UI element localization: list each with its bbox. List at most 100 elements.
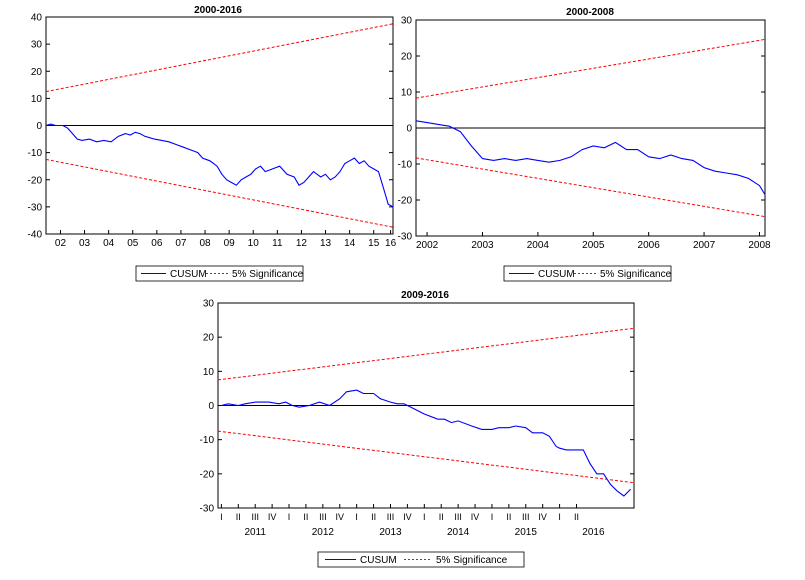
x-tick-label: 2003	[471, 240, 494, 251]
x-tick-label: 2002	[416, 240, 439, 251]
x-quarter-label: III	[454, 512, 462, 522]
x-tick-label: 2007	[693, 240, 716, 251]
x-year-label: 2011	[244, 527, 266, 538]
legend-significance-label: 5% Significance	[436, 555, 508, 566]
y-tick-label: 0	[208, 401, 214, 412]
x-tick-label: 08	[199, 238, 211, 249]
y-tick-label: -20	[200, 469, 215, 480]
legend-significance-label: 5% Significance	[232, 269, 304, 280]
x-quarter-label: I	[355, 512, 358, 522]
y-tick-label: -30	[28, 202, 43, 213]
y-tick-label: 0	[36, 121, 42, 132]
x-quarter-label: I	[220, 512, 223, 522]
x-quarter-label: I	[491, 512, 494, 522]
y-tick-label: 10	[401, 88, 413, 99]
x-quarter-label: III	[319, 512, 327, 522]
y-tick-label: -30	[398, 232, 413, 243]
x-tick-label: 2008	[748, 240, 771, 251]
cusum-line	[415, 120, 766, 195]
x-tick-label: 12	[296, 238, 308, 249]
x-quarter-label: III	[522, 512, 530, 522]
x-tick-label: 16	[385, 238, 397, 249]
legend: CUSUM 5% Significance	[317, 551, 525, 568]
x-year-label: 2014	[447, 527, 470, 538]
y-tick-label: 30	[203, 299, 215, 310]
x-tick-label: 2005	[582, 240, 605, 251]
x-quarter-label: II	[236, 512, 241, 522]
y-tick-label: 20	[31, 67, 43, 78]
x-quarter-label: II	[506, 512, 511, 522]
x-quarter-label: IV	[268, 512, 277, 522]
x-tick-label: 2006	[638, 240, 661, 251]
y-tick-label: 10	[31, 94, 43, 105]
x-tick-label: 02	[55, 238, 67, 249]
x-quarter-label: IV	[538, 512, 547, 522]
x-quarter-label: I	[558, 512, 561, 522]
y-tick-label: 20	[401, 52, 413, 63]
y-tick-label: -40	[28, 230, 43, 241]
x-tick-label: 13	[320, 238, 332, 249]
x-quarter-label: I	[423, 512, 426, 522]
y-tick-label: 0	[406, 124, 412, 135]
x-quarter-label: II	[439, 512, 444, 522]
x-quarter-label: III	[387, 512, 395, 522]
x-quarter-label: IV	[471, 512, 480, 522]
x-year-label: 2015	[515, 527, 538, 538]
x-quarter-label: II	[303, 512, 308, 522]
significance-lower-line	[45, 158, 394, 228]
x-quarter-label: III	[251, 512, 259, 522]
plot-layer: -30 -20 -10 0 10 20 30 2002 2003 2004 2005 2006 2007…	[398, 16, 771, 252]
chart-title: 2009-2016	[401, 290, 449, 301]
legend-cusum-label: CUSUM	[538, 269, 575, 280]
y-tick-label: -30	[200, 504, 215, 515]
legend: CUSUM 5% Significance	[503, 265, 672, 282]
chart-title: 2000-2008	[566, 7, 614, 18]
y-tick-label: -10	[28, 148, 43, 159]
x-year-label: 2013	[379, 527, 402, 538]
y-tick-label: 30	[31, 40, 43, 51]
significance-lower-line	[415, 157, 766, 218]
x-year-label: 2012	[312, 527, 335, 538]
x-tick-label: 11	[272, 238, 283, 249]
x-tick-label: 03	[79, 238, 91, 249]
y-tick-label: 40	[31, 13, 43, 24]
x-tick-label: 09	[224, 238, 236, 249]
x-tick-label: 04	[103, 238, 115, 249]
y-tick-label: 10	[203, 367, 215, 378]
cusum-line	[45, 123, 394, 208]
chart-title: 2000-2016	[194, 5, 242, 16]
x-quarter-label: IV	[403, 512, 412, 522]
x-tick-label: 14	[344, 238, 356, 249]
x-quarter-label: II	[574, 512, 579, 522]
x-quarter-label: I	[288, 512, 291, 522]
y-tick-label: -10	[398, 160, 413, 171]
significance-upper-line	[45, 23, 394, 93]
x-tick-label: 2004	[527, 240, 550, 251]
plot-layer: -40 -30 -20 -10 0 10 20 30 40 02 03 04 05 06 07 08 09 10 1…	[28, 13, 397, 250]
x-tick-label: 10	[248, 238, 260, 249]
y-tick-label: 20	[203, 333, 215, 344]
legend-cusum-label: CUSUM	[170, 269, 207, 280]
legend-significance-label: 5% Significance	[600, 269, 672, 280]
panel-2000-2016: 2000-2016 -40 -30 -20 -10 0 10 20 30 40 02 03 04 05 0…	[28, 5, 397, 282]
x-tick-label: 07	[175, 238, 187, 249]
y-tick-label: -20	[398, 196, 413, 207]
panel-2000-2008: 2000-2008 -30 -20 -10 0 10 20 30 2002 2003 2004 20…	[398, 7, 771, 282]
significance-upper-line	[415, 38, 766, 99]
x-quarter-label: II	[371, 512, 376, 522]
x-tick-label: 15	[368, 238, 380, 249]
y-tick-label: -10	[200, 435, 215, 446]
x-year-label: 2016	[582, 527, 605, 538]
x-tick-label: 06	[151, 238, 163, 249]
y-tick-label: 30	[401, 16, 413, 27]
legend: CUSUM 5% Significance	[135, 265, 304, 282]
y-tick-label: -20	[28, 175, 43, 186]
cusum-line	[221, 389, 631, 497]
x-quarter-label: IV	[335, 512, 344, 522]
x-tick-label: 05	[127, 238, 139, 249]
legend-cusum-label: CUSUM	[360, 555, 397, 566]
